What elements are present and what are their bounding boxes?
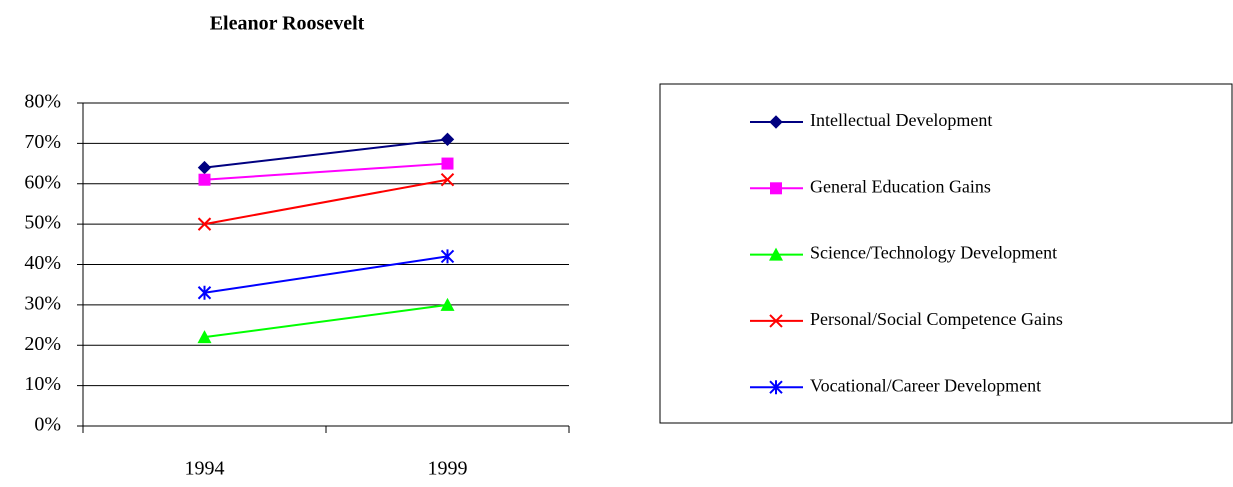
legend-label: General Education Gains [810,176,991,196]
legend-box [659,83,1233,424]
marker [197,330,212,344]
legend-marker [769,380,783,395]
y-tick-label: 20% [24,333,61,355]
y-tick-label: 0% [34,414,61,436]
series-line [204,162,448,181]
series-line [204,178,448,226]
legend-label: Intellectual Development [810,110,992,130]
series-line [204,138,448,169]
y-tick-label: 70% [24,131,61,153]
marker [197,217,212,231]
marker [440,249,455,264]
y-tick-label: 60% [24,171,61,193]
y-tick-label: 40% [24,252,61,274]
marker [197,160,212,175]
marker [197,285,212,300]
legend-label: Vocational/Career Development [810,375,1041,395]
legend-marker [769,115,783,129]
marker [440,297,455,311]
legend-label: Science/Technology Development [810,243,1057,263]
marker [441,157,454,170]
y-tick-label: 30% [24,292,61,314]
series-line [204,255,448,294]
legend-marker [770,182,782,195]
legend-marker [769,314,783,328]
marker [440,173,455,187]
y-tick-label: 50% [24,212,61,234]
marker [440,132,455,147]
chart-title: Eleanor Roosevelt [210,13,365,35]
y-tick-label: 10% [24,373,61,395]
series-line [204,303,448,339]
x-tick-label: 1994 [185,458,225,480]
y-tick-label: 80% [24,91,61,113]
x-tick-label: 1999 [428,458,468,480]
legend-marker [769,247,783,261]
legend-label: Personal/Social Competence Gains [810,309,1063,329]
marker [198,173,211,186]
